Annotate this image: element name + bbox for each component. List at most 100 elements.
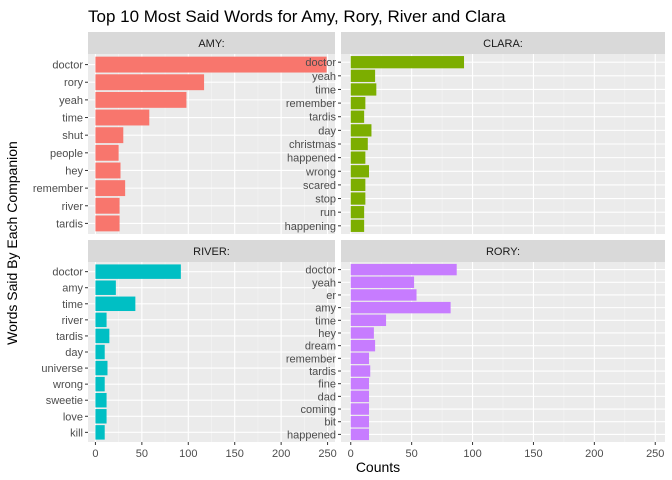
bar <box>350 416 370 428</box>
y-tick-label: doctor <box>305 265 336 277</box>
bar <box>350 339 376 352</box>
y-tick-label: time <box>62 113 83 125</box>
bar <box>350 96 366 110</box>
x-tick-label: 50 <box>406 448 418 460</box>
y-tick-label: er <box>326 290 336 302</box>
bar <box>350 124 372 137</box>
y-tick-label: christmas <box>289 139 337 151</box>
bar <box>95 74 205 91</box>
facet-strip-label: CLARA: <box>483 38 523 50</box>
bar <box>350 165 370 178</box>
bar <box>350 110 365 123</box>
y-tick-label: universe <box>41 363 83 375</box>
x-tick-label: 0 <box>348 448 354 460</box>
x-tick-label: 150 <box>524 448 542 460</box>
bar <box>95 91 187 108</box>
y-tick-label: tardis <box>309 366 336 378</box>
y-tick-label: bit <box>324 417 336 429</box>
y-tick-label: coming <box>301 404 336 416</box>
y-tick-label: remember <box>286 353 336 365</box>
y-tick-label: happening <box>285 221 336 233</box>
bar <box>95 296 136 312</box>
bar <box>95 344 105 360</box>
y-tick-label: amy <box>62 283 83 295</box>
bar <box>95 180 126 197</box>
y-tick-label: love <box>63 411 83 423</box>
y-tick-label: kill <box>70 427 83 439</box>
y-tick-label: time <box>315 84 336 96</box>
bar <box>350 428 370 441</box>
bar <box>95 409 107 424</box>
bar <box>350 206 365 219</box>
y-tick-label: doctor <box>52 267 83 279</box>
bar <box>350 390 370 403</box>
x-tick-label: 200 <box>272 448 290 460</box>
bar <box>350 377 370 390</box>
y-tick-label: river <box>62 201 84 213</box>
y-tick-label: fine <box>318 379 336 391</box>
y-tick-label: time <box>315 315 336 327</box>
y-tick-label: tardis <box>309 112 336 124</box>
y-tick-label: shut <box>62 130 83 142</box>
y-tick-label: wrong <box>305 166 336 178</box>
facet-panel: RIVER:doctoramytimerivertardisdayunivers… <box>41 240 337 460</box>
facet-strip <box>341 32 665 54</box>
y-tick-label: yeah <box>312 71 336 83</box>
bar <box>95 328 110 344</box>
x-tick-label: 150 <box>226 448 244 460</box>
bar <box>350 69 376 82</box>
y-tick-label: day <box>65 347 83 359</box>
bar <box>95 360 108 376</box>
y-tick-label: hey <box>65 165 83 177</box>
bar <box>350 137 368 151</box>
y-tick-label: time <box>62 299 83 311</box>
y-tick-label: people <box>50 148 83 160</box>
y-tick-label: wrong <box>52 379 83 391</box>
bar <box>95 376 105 392</box>
x-axis-title: Counts <box>356 459 400 475</box>
bar <box>350 276 415 288</box>
bar <box>95 127 124 144</box>
facet-panel: RORY: doctoryeaheramytimeheydreamremember… <box>286 240 665 460</box>
facet-strip-label: AMY: <box>198 38 224 50</box>
facet-strip-label: RIVER: <box>193 246 230 258</box>
y-tick-label: yeah <box>312 277 336 289</box>
y-tick-label: happened <box>287 429 336 441</box>
bar <box>350 301 451 314</box>
facet-strip <box>88 32 335 54</box>
y-tick-label: tardis <box>56 218 83 230</box>
y-tick-label: dad <box>318 391 336 403</box>
bar <box>95 144 119 161</box>
y-tick-label: dream <box>305 341 336 353</box>
bar <box>350 219 365 232</box>
y-tick-label: doctor <box>305 57 336 69</box>
y-tick-label: amy <box>315 303 336 315</box>
y-tick-label: doctor <box>52 60 83 72</box>
bar <box>350 56 465 69</box>
bar <box>350 365 371 377</box>
y-tick-label: stop <box>315 194 336 206</box>
y-tick-label: river <box>62 315 84 327</box>
bar <box>95 109 150 126</box>
bar <box>95 162 121 179</box>
bar <box>350 352 370 365</box>
y-axis-title: Words Said By Each Companion <box>4 141 20 345</box>
bar <box>95 264 181 279</box>
bar <box>95 425 105 440</box>
bar <box>350 403 370 415</box>
y-tick-label: sweetie <box>46 395 83 407</box>
facet-strip <box>88 240 335 262</box>
x-tick-label: 250 <box>318 448 336 460</box>
y-tick-label: hey <box>318 328 336 340</box>
bar <box>350 263 457 276</box>
y-tick-label: rory <box>64 77 83 89</box>
bar <box>350 192 366 205</box>
y-tick-label: tardis <box>56 331 83 343</box>
bar <box>95 197 120 214</box>
facet-panels: AMY:doctorroryyeahtimeshutpeopleheyremem… <box>33 32 665 460</box>
bar <box>350 151 366 164</box>
x-tick-label: 100 <box>179 448 197 460</box>
bar <box>95 215 120 232</box>
